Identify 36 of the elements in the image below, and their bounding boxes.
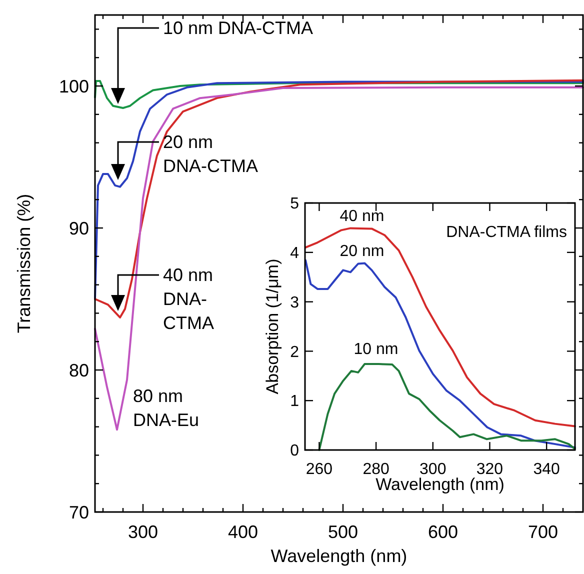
annotation: 10 nm bbox=[354, 341, 398, 358]
x-axis-title: Wavelength (nm) bbox=[270, 546, 408, 566]
annotation: 10 nm DNA-CTMA bbox=[163, 18, 314, 38]
x-tick-label: 500 bbox=[328, 522, 358, 542]
y-axis-title: Transmission (%) bbox=[14, 194, 34, 334]
x-tick-label: 300 bbox=[128, 522, 158, 542]
y-tick-label: 100 bbox=[58, 76, 89, 96]
x-tick-label: 280 bbox=[362, 461, 390, 478]
y-tick-label: 90 bbox=[68, 218, 89, 238]
y-tick-label: 80 bbox=[68, 360, 89, 380]
y-tick-label: 3 bbox=[290, 294, 300, 312]
y-tick-label: 0 bbox=[290, 442, 300, 460]
x-tick-label: 260 bbox=[306, 461, 333, 478]
x-axis-title: Wavelength (nm) bbox=[376, 475, 504, 494]
line-series bbox=[304, 227, 576, 428]
y-tick-label: 4 bbox=[290, 245, 300, 262]
x-tick-label: 400 bbox=[228, 522, 258, 542]
x-tick-label: 600 bbox=[428, 522, 458, 542]
y-tick-label: 5 bbox=[290, 196, 300, 213]
annotation: 20 nm bbox=[340, 243, 384, 260]
annotation: 40 nm DNA- CTMA bbox=[163, 265, 214, 333]
annotation: DNA-CTMA films bbox=[446, 224, 567, 241]
x-tick-label: 300 bbox=[420, 461, 446, 478]
annotation: 20 nm DNA-CTMA bbox=[163, 132, 258, 176]
annotation: 40 nm bbox=[340, 208, 384, 225]
y-tick-label: 2 bbox=[290, 344, 300, 361]
y-tick-label: 1 bbox=[290, 393, 300, 410]
line-series bbox=[304, 259, 576, 449]
line-series bbox=[94, 86, 584, 431]
y-axis-title: Absorption (1/μm) bbox=[263, 258, 282, 394]
x-tick-label: 340 bbox=[533, 461, 560, 478]
line-series bbox=[318, 363, 576, 451]
x-tick-label: 320 bbox=[476, 461, 504, 478]
annotation: 80 nm DNA-Eu bbox=[133, 386, 200, 430]
y-tick-label: 70 bbox=[68, 502, 89, 522]
x-tick-label: 700 bbox=[528, 522, 558, 542]
